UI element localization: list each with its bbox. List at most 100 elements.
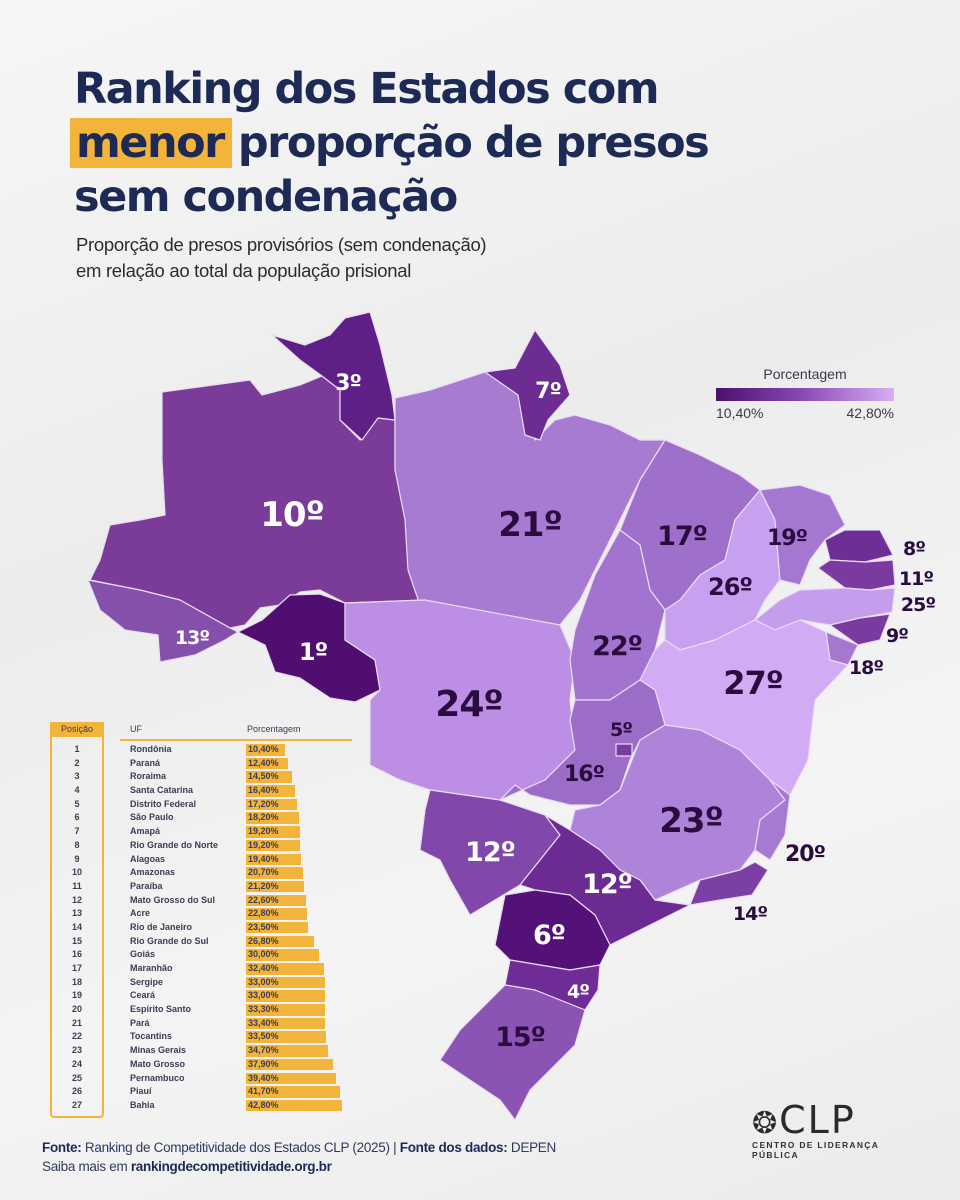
- row-position: 22: [71, 1031, 82, 1042]
- row-uf: Pará: [130, 1017, 150, 1028]
- row-uf: Acre: [130, 908, 151, 919]
- row-position: 21: [71, 1017, 82, 1028]
- row-percent: 19,40%: [248, 853, 279, 864]
- table-row: 21 Pará 33,40%: [50, 1017, 350, 1031]
- row-percent: 17,20%: [248, 798, 279, 809]
- row-uf: Distrito Federal: [130, 798, 197, 809]
- row-percent: 16,40%: [248, 785, 279, 796]
- label-pr: 6º: [533, 920, 565, 951]
- table-row: 7 Amapá 19,20%: [50, 825, 350, 839]
- row-percent: 19,20%: [248, 839, 279, 850]
- table-row: 10 Amazonas 20,70%: [50, 866, 350, 880]
- source-text: Ranking de Competitividade dos Estados C…: [84, 1140, 397, 1155]
- row-percent: 26,80%: [248, 935, 279, 946]
- label-rr: 3º: [335, 371, 361, 396]
- more-link[interactable]: rankingdecompetitividade.org.br: [130, 1159, 332, 1174]
- subtitle-line-1: Proporção de presos provisórios (sem con…: [76, 234, 487, 255]
- row-position: 27: [71, 1099, 82, 1110]
- label-rs: 15º: [495, 1022, 545, 1053]
- state-al[interactable]: [829, 613, 891, 646]
- logo-tagline: CENTRO DE LIDERANÇA PÚBLICA: [752, 1140, 879, 1160]
- table-row: 5 Distrito Federal 17,20%: [50, 798, 350, 812]
- row-uf: Rio Grande do Norte: [130, 839, 219, 850]
- table-row: 15 Rio Grande do Sul 26,80%: [50, 935, 350, 949]
- state-amapa[interactable]: [484, 329, 571, 441]
- state-df[interactable]: [615, 743, 633, 757]
- label-ro: 1º: [299, 638, 328, 666]
- title-line-1: Ranking dos Estados com: [74, 64, 660, 114]
- label-pe: 25º: [901, 594, 935, 616]
- row-bar: [246, 949, 319, 961]
- state-pb[interactable]: [817, 559, 896, 591]
- row-bar: [246, 908, 307, 920]
- state-acre[interactable]: [87, 579, 239, 663]
- state-ceara[interactable]: [759, 484, 846, 586]
- row-bar: [246, 785, 295, 797]
- row-position: 19: [71, 990, 82, 1001]
- row-position: 12: [71, 894, 82, 905]
- row-uf: Tocantins: [130, 1031, 172, 1042]
- row-percent: 33,30%: [248, 1004, 279, 1015]
- row-uf: Amapá: [130, 826, 161, 837]
- row-position: 23: [71, 1045, 82, 1056]
- state-rj[interactable]: [689, 861, 769, 906]
- state-sp[interactable]: [519, 814, 691, 946]
- row-uf: Pernambuco: [130, 1072, 185, 1083]
- row-position: 7: [74, 826, 80, 837]
- title-line-3: sem condenação: [74, 172, 458, 222]
- row-bar: [246, 771, 292, 783]
- label-go: 16º: [564, 762, 605, 787]
- row-uf: Goiás: [130, 949, 156, 960]
- table-row: 11 Paraíba 21,20%: [50, 880, 350, 894]
- state-rn[interactable]: [824, 529, 894, 563]
- row-position: 3: [74, 771, 80, 782]
- table-body: 1 Rondônia 10,40% 2 Paraná 12,40% 3 Roraima 14,5…: [50, 743, 350, 1113]
- table-row: 2 Paraná 12,40%: [50, 757, 350, 771]
- table-row: 12 Mato Grosso do Sul 22,60%: [50, 894, 350, 908]
- row-uf: Ceará: [130, 990, 156, 1001]
- table-row: 23 Minas Gerais 34,70%: [50, 1044, 350, 1058]
- label-pi: 26º: [708, 573, 752, 601]
- row-uf: Bahia: [130, 1099, 155, 1110]
- label-df: 5º: [610, 719, 632, 741]
- table-row: 9 Alagoas 19,40%: [50, 853, 350, 867]
- row-percent: 22,60%: [248, 894, 279, 905]
- data-source-label: Fonte dos dados:: [399, 1140, 508, 1155]
- row-bar: [246, 1031, 326, 1043]
- legend-max: 42,80%: [846, 405, 894, 421]
- row-percent: 23,50%: [248, 921, 279, 932]
- state-es[interactable]: [754, 779, 791, 861]
- row-bar: [246, 1072, 336, 1084]
- table-row: 8 Rio Grande do Norte 19,20%: [50, 839, 350, 853]
- row-uf: Rondônia: [130, 744, 172, 754]
- label-rj: 14º: [733, 903, 767, 925]
- row-percent: 33,40%: [248, 1017, 279, 1028]
- row-uf: Paraná: [130, 757, 161, 768]
- row-percent: 41,70%: [248, 1086, 279, 1097]
- label-se: 18º: [849, 657, 883, 679]
- row-position: 4: [74, 785, 80, 796]
- row-bar: [246, 826, 300, 838]
- row-bar: [246, 839, 300, 852]
- more-text: Saiba mais em: [42, 1159, 128, 1174]
- label-ba: 27º: [723, 664, 783, 702]
- label-rn: 8º: [903, 538, 925, 560]
- table-row: 24 Mato Grosso 37,90%: [50, 1058, 350, 1072]
- row-position: 9: [74, 853, 80, 864]
- row-uf: Mato Grosso: [130, 1058, 186, 1069]
- row-percent: 18,20%: [248, 812, 279, 823]
- row-bar: [246, 1045, 328, 1057]
- label-es: 20º: [785, 842, 826, 867]
- table-row: 25 Pernambuco 39,40%: [50, 1072, 350, 1086]
- data-source-text: DEPEN: [510, 1140, 556, 1155]
- row-position: 13: [71, 908, 82, 919]
- row-bar: [246, 1086, 340, 1098]
- row-position: 16: [71, 949, 82, 960]
- row-position: 14: [71, 921, 82, 932]
- label-to: 22º: [592, 631, 642, 662]
- state-rs[interactable]: [439, 984, 586, 1121]
- row-uf: Maranhão: [130, 963, 173, 973]
- row-percent: 20,70%: [248, 867, 279, 878]
- row-percent: 33,00%: [248, 990, 279, 1001]
